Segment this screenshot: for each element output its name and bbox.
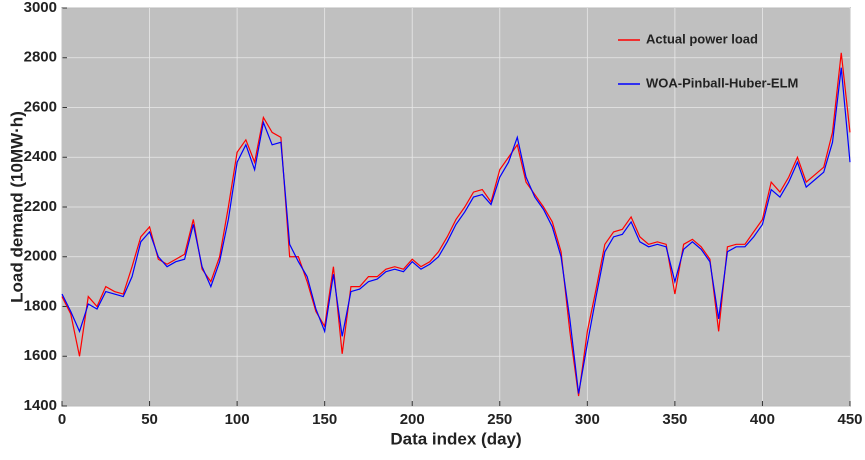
x-tick-label: 400 <box>750 411 775 428</box>
y-tick-label: 1400 <box>24 397 57 414</box>
x-tick-label: 50 <box>141 411 158 428</box>
x-tick-label: 0 <box>58 411 66 428</box>
x-axis-label: Data index (day) <box>390 429 521 448</box>
legend-label: WOA-Pinball-Huber-ELM <box>646 75 798 90</box>
x-tick-label: 300 <box>575 411 600 428</box>
series-line <box>61 67 851 394</box>
y-tick-label: 1800 <box>24 297 57 314</box>
y-tick-label: 2400 <box>24 148 57 165</box>
y-tick-label: 1600 <box>24 347 57 364</box>
y-tick-label: 2800 <box>24 49 57 66</box>
series-line <box>61 52 851 397</box>
x-tick-label: 450 <box>837 411 862 428</box>
x-tick-label: 250 <box>487 411 512 428</box>
x-tick-label: 350 <box>662 411 687 428</box>
x-tick-label: 150 <box>312 411 337 428</box>
x-tick-label: 100 <box>225 411 250 428</box>
y-tick-label: 2000 <box>24 248 57 265</box>
y-axis-label: Load demand (10MW·h) <box>7 111 26 303</box>
y-tick-label: 2200 <box>24 198 57 215</box>
x-tick-label: 200 <box>400 411 425 428</box>
y-tick-label: 3000 <box>24 0 57 16</box>
legend-label: Actual power load <box>646 31 758 46</box>
y-tick-label: 2600 <box>24 98 57 115</box>
